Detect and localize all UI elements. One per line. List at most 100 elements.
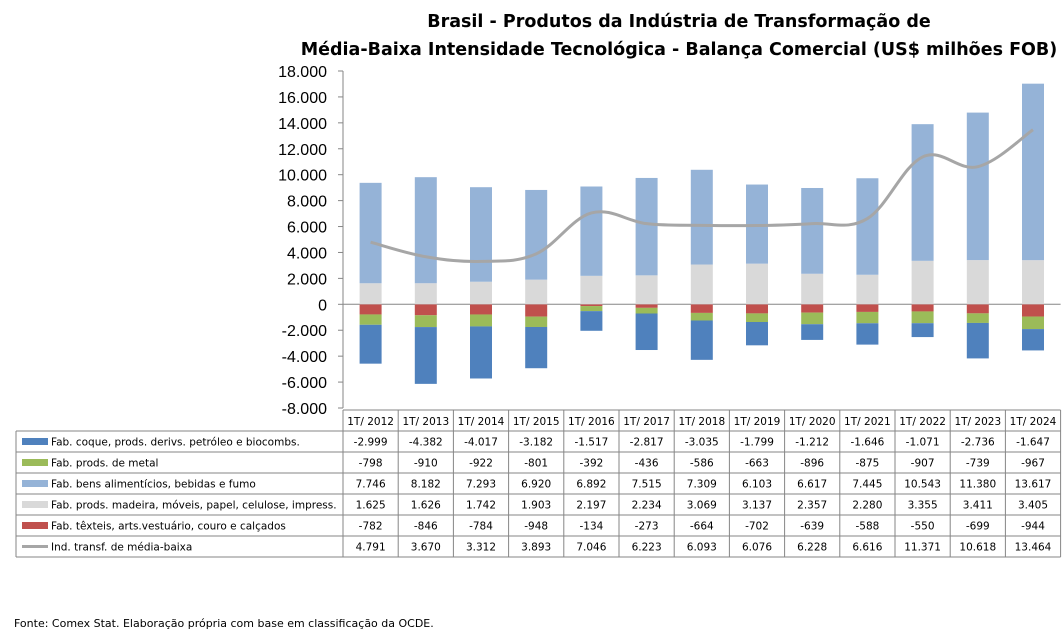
x-tick-label: 1T/ 2013 [402, 416, 449, 428]
bar-3-12024 [1022, 260, 1044, 305]
data-label: 3.411 [963, 500, 993, 512]
bar-3-12021 [856, 274, 879, 305]
data-label: 3.405 [1018, 500, 1048, 512]
data-label: -702 [745, 521, 769, 533]
data-label: -3.182 [519, 437, 553, 449]
data-label: 3.893 [521, 542, 551, 554]
bar-2-12013 [414, 177, 437, 284]
data-label: -896 [800, 458, 824, 470]
bar-1-12023 [966, 313, 989, 323]
bar-3-12023 [966, 260, 989, 305]
bar-0-12013 [414, 327, 437, 384]
x-tick-label: 1T/ 2015 [513, 416, 560, 428]
data-label: 3.670 [411, 542, 441, 554]
bar-4-12017 [635, 304, 658, 308]
bar-0-12018 [690, 320, 713, 360]
bar-0-12019 [746, 322, 768, 346]
bar-4-12018 [690, 304, 713, 313]
data-label: -699 [966, 521, 990, 533]
bar-4-12024 [1022, 304, 1044, 317]
bar-1-12016 [580, 306, 603, 312]
bar-4-12014 [470, 304, 492, 315]
data-label: 1.625 [356, 500, 386, 512]
bar-2-12016 [580, 186, 603, 276]
data-label: 7.309 [687, 479, 717, 491]
bar-3-12019 [746, 263, 768, 305]
bar-4-12021 [856, 304, 879, 312]
data-label: -948 [524, 521, 548, 533]
bar-4-12015 [525, 304, 548, 317]
bar-0-12020 [801, 324, 824, 340]
data-table: 1T/ 2012 1T/ 2013 1T/ 2014 1T/ 2015 1T/ 2016… [15, 409, 1062, 558]
data-label: -1.647 [1016, 437, 1050, 449]
bar-1-12012 [359, 314, 382, 325]
y-tick-label: 8.000 [287, 194, 327, 211]
data-label: 2.197 [576, 500, 606, 512]
legend-label: Fab. bens alimentícios, bebidas e fumo [51, 479, 256, 491]
legend-swatch [22, 480, 48, 487]
x-tick-label: 1T/ 2012 [347, 416, 394, 428]
data-label: -784 [469, 521, 493, 533]
bar-1-12017 [635, 307, 658, 314]
data-label: -1.799 [740, 437, 774, 449]
data-label: -2.736 [961, 437, 995, 449]
data-label: -944 [1021, 521, 1045, 533]
y-tick-label: 6.000 [287, 220, 327, 237]
bar-1-12015 [525, 316, 548, 327]
data-label: -1.646 [850, 437, 884, 449]
x-tick-label: 1T/ 2023 [954, 416, 1001, 428]
bar-3-12013 [414, 283, 437, 305]
data-label: -663 [745, 458, 769, 470]
bar-0-12021 [856, 323, 879, 345]
bar-2-12012 [359, 182, 382, 284]
data-label: 6.076 [742, 542, 772, 554]
x-tick-label: 1T/ 2014 [458, 416, 505, 428]
bar-4-12023 [966, 304, 989, 314]
data-label: 7.445 [852, 479, 882, 491]
y-tick-label: 0 [318, 297, 327, 314]
bar-2-12021 [856, 178, 879, 275]
data-label: 6.616 [852, 542, 882, 554]
legend-swatch [22, 501, 48, 508]
y-tick-label: 4.000 [287, 245, 327, 262]
data-label: 8.182 [411, 479, 441, 491]
bar-0-12024 [1022, 329, 1044, 351]
data-label: 13.617 [1015, 479, 1052, 491]
data-label: 6.093 [687, 542, 717, 554]
bar-4-12019 [746, 304, 768, 314]
bar-series [359, 83, 1044, 384]
data-label: 3.312 [466, 542, 496, 554]
bar-2-12017 [635, 177, 658, 276]
data-label: 1.903 [521, 500, 551, 512]
data-label: 3.355 [908, 500, 938, 512]
data-label: -134 [579, 521, 603, 533]
bar-3-12014 [470, 281, 492, 305]
data-label: 3.069 [687, 500, 717, 512]
y-tick-label: 12.000 [278, 142, 327, 159]
bar-2-12015 [525, 189, 548, 280]
legend-swatch [22, 522, 48, 529]
chart-title: Brasil - Produtos da Indústria de Transf… [427, 12, 931, 32]
bar-2-12014 [470, 187, 492, 282]
x-tick-label: 1T/ 2021 [844, 416, 891, 428]
bar-1-12019 [746, 313, 768, 323]
y-tick-label: 2.000 [287, 271, 327, 288]
bar-3-12022 [911, 260, 934, 305]
bar-2-12020 [801, 187, 824, 274]
data-label: -907 [911, 458, 935, 470]
legend-label: Fab. prods. madeira, móveis, papel, celu… [51, 500, 337, 512]
data-label: -639 [800, 521, 824, 533]
data-label: 2.280 [852, 500, 882, 512]
bar-0-12014 [470, 326, 492, 379]
legend-swatch [22, 438, 48, 445]
data-label: -586 [690, 458, 714, 470]
bar-3-12015 [525, 279, 548, 305]
data-label: -3.035 [685, 437, 719, 449]
data-label: 7.046 [576, 542, 606, 554]
x-tick-label: 1T/ 2022 [899, 416, 946, 428]
line-series [370, 128, 1034, 263]
data-label: 6.223 [632, 542, 662, 554]
bar-1-12024 [1022, 316, 1044, 330]
data-label: 6.920 [521, 479, 551, 491]
